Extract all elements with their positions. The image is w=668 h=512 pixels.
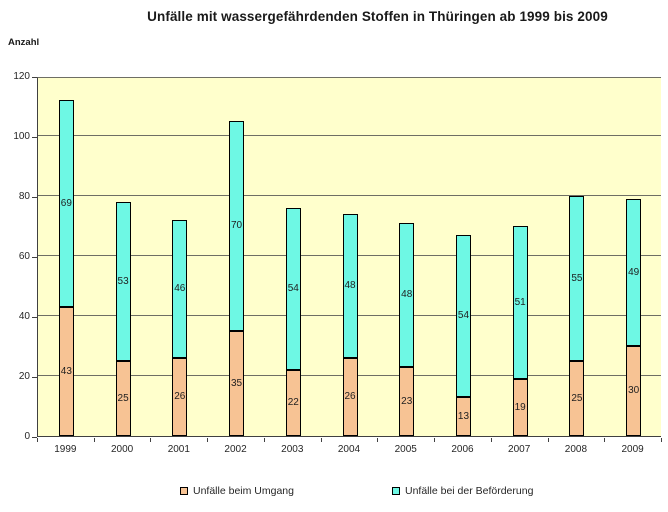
x-axis-tick-label: 2008 bbox=[564, 444, 588, 455]
legend-item-umgang: Unfälle beim Umgang bbox=[180, 485, 294, 497]
bar-segment-umgang bbox=[58, 307, 74, 436]
y-axis-tick-label: 60 bbox=[18, 251, 30, 262]
x-tick-mark bbox=[547, 438, 549, 442]
y-axis-tick-label: 40 bbox=[18, 311, 30, 322]
data-label: 43 bbox=[60, 365, 72, 377]
y-tick-mark bbox=[32, 77, 37, 78]
bar-segment-umgang bbox=[115, 361, 131, 436]
plot-area: 43 69 25 53 26 46 35 70 22 54 26 48 23 48 13 54 19 51 25 55… bbox=[37, 77, 661, 437]
x-axis-tick-label: 1999 bbox=[54, 444, 77, 455]
y-axis-tick-label: 0 bbox=[24, 431, 30, 442]
x-tick-mark bbox=[150, 438, 152, 442]
x-tick-mark bbox=[37, 438, 38, 442]
data-label: 55 bbox=[571, 272, 583, 284]
bar-segment-umgang bbox=[285, 370, 301, 436]
x-axis-tick-label: 2007 bbox=[508, 444, 531, 455]
data-label: 69 bbox=[60, 197, 72, 209]
x-tick-mark bbox=[93, 438, 95, 442]
bar-segment-befoerderung bbox=[285, 208, 301, 370]
bar-segment-umgang bbox=[229, 331, 245, 436]
data-label: 35 bbox=[230, 377, 243, 389]
data-label: 23 bbox=[401, 395, 413, 407]
data-label: 46 bbox=[174, 283, 186, 294]
x-axis-tick-label: 2009 bbox=[621, 444, 644, 455]
data-label: 48 bbox=[344, 280, 356, 291]
bar-segment-befoerderung bbox=[342, 214, 358, 358]
bar-segment-befoerderung bbox=[115, 202, 131, 361]
data-label: 48 bbox=[401, 289, 413, 300]
data-label: 53 bbox=[117, 275, 129, 287]
data-label: 22 bbox=[287, 397, 299, 408]
y-tick-mark bbox=[32, 197, 37, 198]
legend-marker-umgang-icon bbox=[180, 487, 188, 495]
bar-segment-umgang bbox=[512, 379, 528, 436]
x-axis-tick-label: 2000 bbox=[110, 444, 134, 455]
x-axis-tick-label: 2004 bbox=[337, 444, 361, 455]
bar-segment-befoerderung bbox=[399, 223, 415, 367]
bar-segment-befoerderung bbox=[512, 226, 528, 379]
chart-title: Unfälle mit wassergefährdenden Stoffen i… bbox=[147, 9, 608, 24]
x-tick-mark bbox=[490, 438, 492, 442]
x-tick-mark bbox=[661, 438, 662, 442]
bar-segment-umgang bbox=[569, 361, 585, 436]
data-label: 26 bbox=[174, 391, 186, 402]
bar-segment-befoerderung bbox=[455, 235, 471, 397]
y-axis-tick-label: 100 bbox=[13, 131, 30, 142]
bar-segment-befoerderung bbox=[172, 220, 188, 358]
gridline bbox=[38, 195, 661, 196]
y-axis-tick-label: 80 bbox=[18, 191, 30, 202]
bar-segment-umgang bbox=[455, 397, 471, 436]
data-label: 49 bbox=[628, 266, 640, 278]
data-label: 70 bbox=[230, 220, 243, 231]
legend-item-befoerderung: Unfälle bei der Beförderung bbox=[392, 485, 533, 497]
x-tick-mark bbox=[320, 438, 322, 442]
data-label: 19 bbox=[514, 401, 526, 413]
bar-segment-umgang bbox=[626, 346, 642, 436]
bar-segment-befoerderung bbox=[569, 196, 585, 361]
data-label: 54 bbox=[287, 283, 299, 294]
y-axis-tick-label: 20 bbox=[18, 371, 30, 382]
data-label: 30 bbox=[628, 385, 640, 396]
data-label: 26 bbox=[344, 391, 356, 402]
y-tick-mark bbox=[32, 137, 37, 138]
legend-label-befoerderung: Unfälle bei der Beförderung bbox=[405, 485, 534, 497]
x-axis-tick-label: 2002 bbox=[224, 444, 247, 455]
bar-segment-umgang bbox=[399, 367, 415, 436]
bar-segment-befoerderung bbox=[626, 199, 642, 346]
y-tick-mark bbox=[32, 437, 37, 438]
legend-label-umgang: Unfälle beim Umgang bbox=[193, 485, 294, 497]
y-axis-title: Anzahl bbox=[8, 37, 40, 48]
x-tick-mark bbox=[377, 438, 379, 442]
x-tick-mark bbox=[604, 438, 606, 442]
data-label: 25 bbox=[571, 392, 583, 404]
x-tick-mark bbox=[263, 438, 265, 442]
x-axis-tick-label: 2003 bbox=[281, 444, 304, 455]
x-tick-mark bbox=[434, 438, 436, 442]
gridline bbox=[38, 135, 661, 136]
x-axis-tick-label: 2006 bbox=[451, 444, 474, 455]
y-tick-mark bbox=[32, 257, 37, 258]
bar-segment-umgang bbox=[342, 358, 358, 436]
bar-segment-umgang bbox=[172, 358, 188, 436]
bar-segment-befoerderung bbox=[229, 121, 245, 331]
legend-marker-befoerderung-icon bbox=[392, 487, 400, 495]
bar-segment-befoerderung bbox=[58, 100, 74, 307]
y-tick-mark bbox=[32, 377, 37, 378]
y-tick-mark bbox=[32, 317, 37, 318]
y-axis-tick-label: 120 bbox=[13, 71, 30, 82]
data-label: 54 bbox=[457, 310, 470, 321]
data-label: 51 bbox=[514, 296, 526, 308]
x-tick-mark bbox=[207, 438, 209, 442]
data-label: 25 bbox=[117, 392, 129, 404]
x-axis-tick-label: 2001 bbox=[167, 444, 190, 455]
x-axis-tick-label: 2005 bbox=[394, 444, 417, 455]
data-label: 13 bbox=[457, 410, 470, 422]
